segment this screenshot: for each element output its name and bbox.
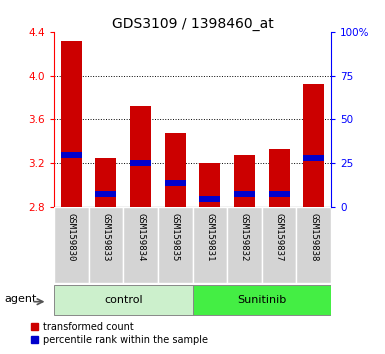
Text: agent: agent — [4, 294, 37, 304]
Bar — [165, 180, 186, 186]
Bar — [61, 41, 82, 207]
Text: GSM159837: GSM159837 — [275, 213, 284, 262]
Bar — [303, 85, 324, 207]
Text: GSM159838: GSM159838 — [309, 213, 318, 262]
Bar — [130, 106, 151, 207]
Bar — [269, 191, 290, 197]
Bar — [199, 196, 220, 202]
Bar — [158, 207, 192, 283]
Text: control: control — [104, 295, 142, 305]
Text: GSM159834: GSM159834 — [136, 213, 145, 262]
Bar — [54, 207, 89, 283]
Text: GSM159835: GSM159835 — [171, 213, 180, 262]
Bar — [227, 207, 262, 283]
Bar — [192, 285, 331, 315]
Bar — [234, 154, 255, 207]
Text: GSM159833: GSM159833 — [101, 213, 110, 262]
Bar — [199, 163, 220, 207]
Bar — [95, 158, 116, 207]
Bar — [95, 191, 116, 197]
Text: Sunitinib: Sunitinib — [237, 295, 286, 305]
Title: GDS3109 / 1398460_at: GDS3109 / 1398460_at — [112, 17, 273, 31]
Bar — [61, 152, 82, 158]
Bar — [123, 207, 158, 283]
Text: GSM159830: GSM159830 — [67, 213, 76, 262]
Bar — [165, 133, 186, 207]
Bar — [54, 285, 192, 315]
Legend: transformed count, percentile rank within the sample: transformed count, percentile rank withi… — [32, 322, 208, 345]
Bar — [296, 207, 331, 283]
Bar — [303, 155, 324, 161]
Bar — [192, 207, 227, 283]
Bar — [130, 160, 151, 166]
Bar — [234, 191, 255, 197]
Bar — [262, 207, 296, 283]
Text: GSM159831: GSM159831 — [205, 213, 214, 262]
Text: GSM159832: GSM159832 — [240, 213, 249, 262]
Bar — [89, 207, 123, 283]
Bar — [269, 149, 290, 207]
